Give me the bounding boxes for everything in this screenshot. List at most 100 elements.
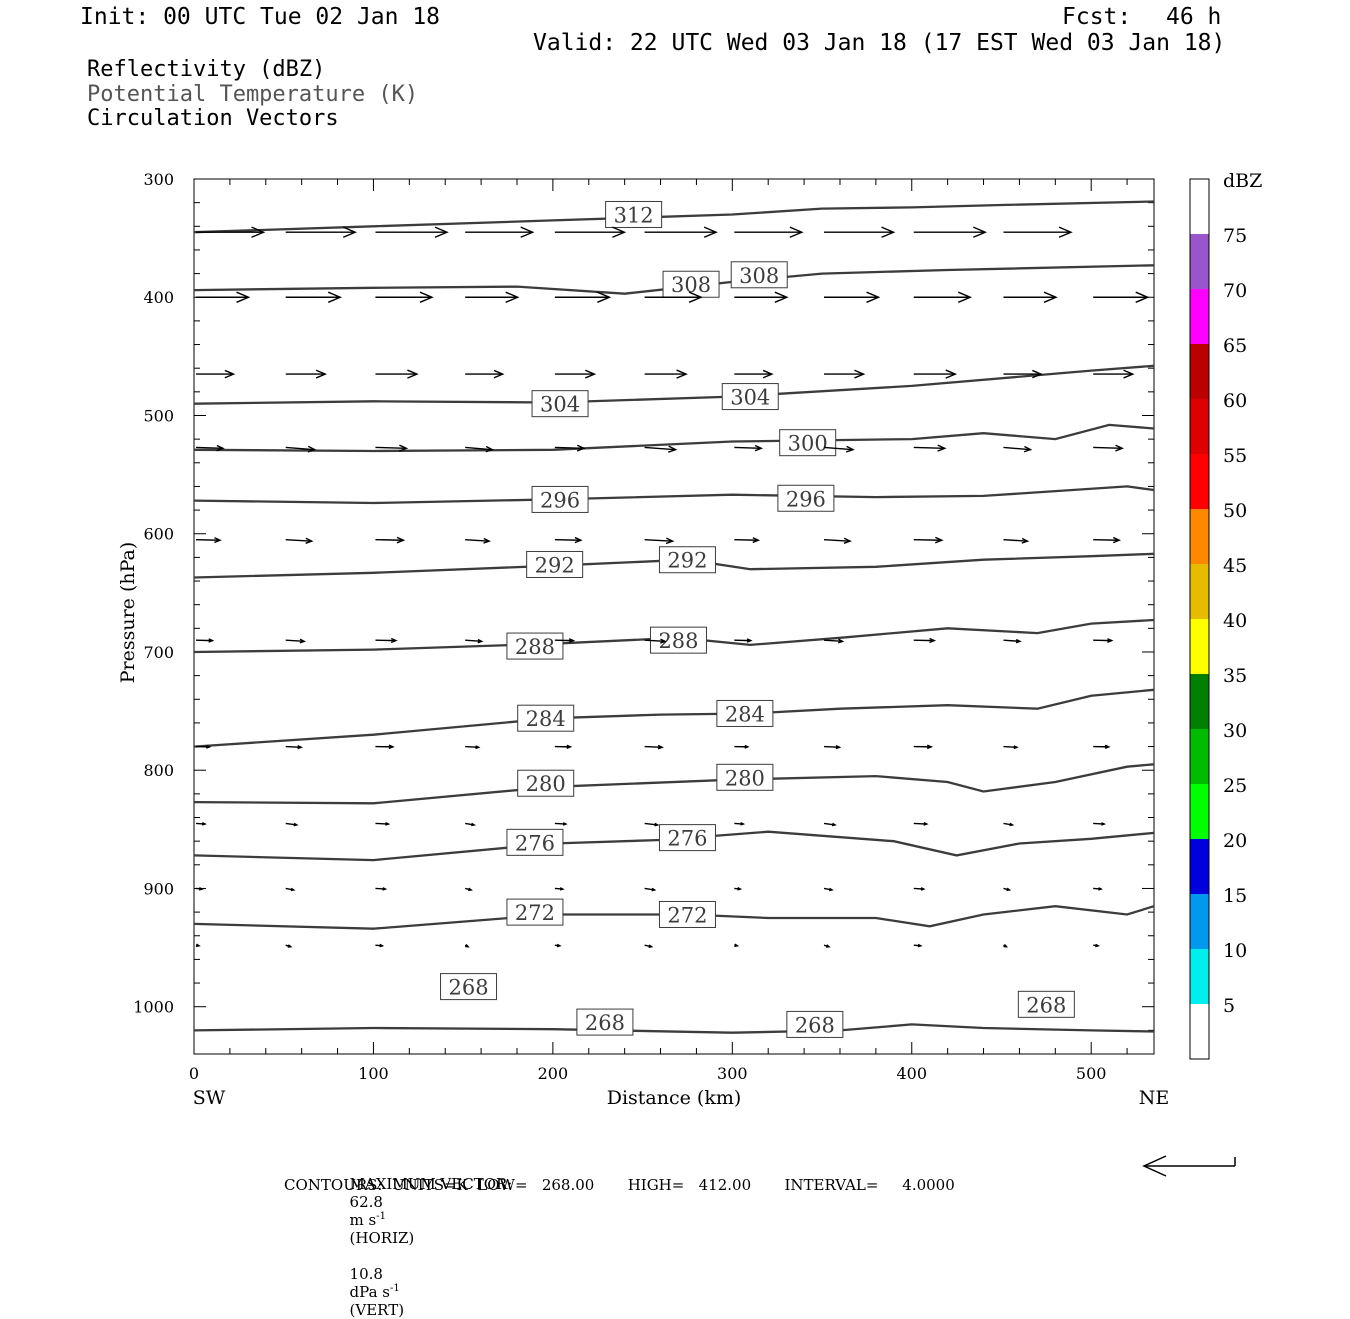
theta-label: 300 xyxy=(788,432,828,456)
circulation-vector xyxy=(196,370,234,377)
vector-shaft xyxy=(375,540,403,541)
colorbar-label: 75 xyxy=(1223,225,1247,247)
colorbar-swatch xyxy=(1190,234,1209,289)
y-tick-label: 900 xyxy=(143,879,174,898)
circulation-vector xyxy=(734,639,751,642)
vector-shaft xyxy=(196,447,223,448)
colorbar-swatch xyxy=(1190,674,1209,729)
circulation-vector xyxy=(734,745,748,748)
colorbar-label: 35 xyxy=(1223,665,1247,687)
circulation-vector xyxy=(555,370,595,378)
theta-contour-300 xyxy=(194,425,1154,451)
circulation-vector xyxy=(286,370,326,378)
circulation-vector xyxy=(824,370,864,378)
theta-label: 292 xyxy=(535,553,575,577)
max-vert-unit: dPa s xyxy=(350,1283,390,1301)
colorbar-swatch xyxy=(1190,1004,1209,1059)
circulation-vector xyxy=(1093,538,1119,543)
theta-label: 304 xyxy=(730,386,770,410)
vert-exponent: -1 xyxy=(390,1283,400,1294)
theta-contour-268 xyxy=(194,1024,1154,1032)
circulation-vector xyxy=(824,746,840,749)
theta-label: 296 xyxy=(540,488,580,512)
circulation-vector xyxy=(1003,888,1009,890)
vector-shaft xyxy=(734,447,761,448)
x-axis-label: Distance (km) xyxy=(607,1087,742,1109)
circulation-vector xyxy=(914,944,921,946)
theta-contour-284 xyxy=(194,690,1154,747)
circulation-vector xyxy=(286,538,312,543)
y-axis-label: Pressure (hPa) xyxy=(117,542,139,684)
colorbar-label: 70 xyxy=(1223,280,1247,302)
circulation-vector xyxy=(734,944,737,946)
circulation-vector xyxy=(824,639,843,643)
y-tick-label: 700 xyxy=(143,643,174,662)
circulation-vector xyxy=(465,746,479,749)
theta-label: 268 xyxy=(448,976,488,1000)
contours-info: CONTOURS: UNITS=K LOW= 268.00 HIGH= 412.… xyxy=(284,1176,955,1194)
theta-label: 272 xyxy=(667,903,707,927)
theta-label: 296 xyxy=(786,487,826,511)
circulation-vector xyxy=(465,370,503,377)
colorbar-swatch xyxy=(1190,894,1209,949)
circulation-vector xyxy=(824,292,879,302)
circulation-vector xyxy=(375,370,417,378)
circulation-vector xyxy=(914,227,986,237)
circulation-vector xyxy=(1003,639,1020,642)
colorbar-swatch xyxy=(1190,839,1209,894)
circulation-vector xyxy=(734,370,772,377)
circulation-vector xyxy=(1093,745,1109,748)
circulation-vector xyxy=(196,227,264,237)
vector-shaft xyxy=(734,540,758,541)
colorbar-label: 40 xyxy=(1223,610,1247,632)
circulation-vector xyxy=(375,745,393,748)
theta-label: 284 xyxy=(725,702,765,726)
y-tick-label: 500 xyxy=(143,406,174,425)
y-tick-label: 800 xyxy=(143,761,174,780)
circulation-vector xyxy=(734,538,758,543)
vector-shaft xyxy=(914,540,942,541)
x-tick-label: 500 xyxy=(1076,1064,1107,1083)
vector-shaft xyxy=(375,447,406,448)
circulation-vector xyxy=(375,639,396,643)
vector-shaft xyxy=(1093,447,1122,448)
circulation-vector xyxy=(1093,944,1098,946)
circulation-vector xyxy=(914,370,956,378)
max-horiz-tag: (HORIZ) xyxy=(350,1229,415,1247)
circulation-vector xyxy=(914,292,971,302)
circulation-vector xyxy=(1093,292,1148,302)
theta-label: 288 xyxy=(515,635,555,659)
circulation-vector xyxy=(734,888,740,890)
circulation-vector xyxy=(645,446,676,452)
circulation-vector xyxy=(1003,227,1071,237)
theta-label: 268 xyxy=(1026,993,1066,1017)
circulation-vector xyxy=(196,944,199,946)
circulation-vector xyxy=(555,227,625,237)
max-vert-value: 10.8 xyxy=(350,1265,383,1283)
theta-label: 276 xyxy=(515,831,555,855)
circulation-vector xyxy=(286,746,302,749)
circulation-vector xyxy=(1093,823,1104,825)
circulation-vector xyxy=(645,370,687,378)
circulation-vector xyxy=(286,823,297,825)
colorbar-swatch xyxy=(1190,784,1209,839)
colorbar-title: dBZ xyxy=(1223,170,1262,192)
circulation-vector xyxy=(1003,823,1012,825)
circulation-vector xyxy=(555,745,571,748)
colorbar-label: 15 xyxy=(1223,885,1247,907)
circulation-vector xyxy=(286,888,294,890)
theta-label: 268 xyxy=(585,1011,625,1035)
circulation-vector xyxy=(734,292,787,302)
circulation-vector xyxy=(196,639,213,642)
circulation-vector xyxy=(286,292,341,302)
circulation-vector xyxy=(465,639,482,642)
circulation-vector xyxy=(465,538,489,543)
colorbar-label: 55 xyxy=(1223,445,1247,467)
circulation-vector xyxy=(824,538,850,543)
colorbar-swatch xyxy=(1190,619,1209,674)
circulation-vector xyxy=(375,944,382,946)
colorbar-label: 30 xyxy=(1223,720,1247,742)
circulation-vector xyxy=(555,888,563,890)
theta-label: 292 xyxy=(667,549,707,573)
circulation-vector xyxy=(645,745,663,748)
